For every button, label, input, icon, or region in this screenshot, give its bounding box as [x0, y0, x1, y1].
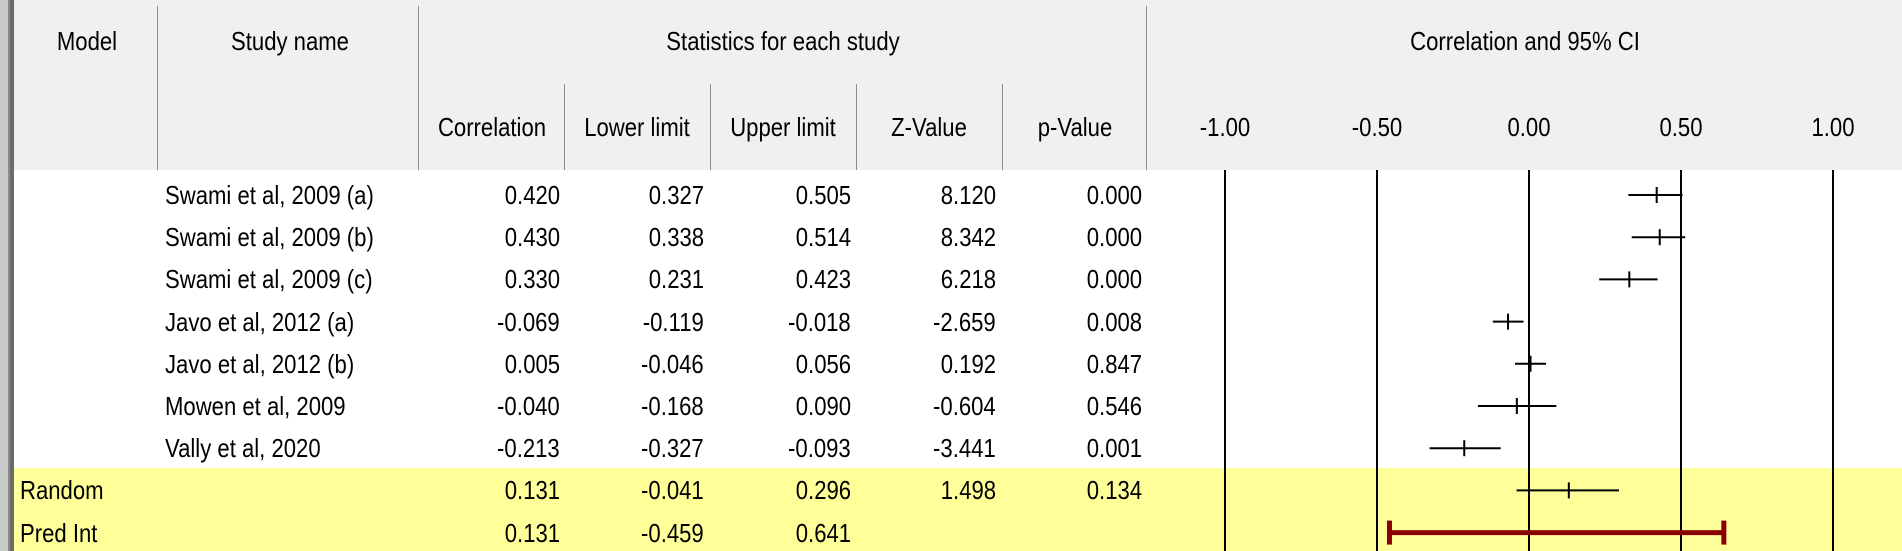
model-cell: Random [20, 475, 104, 506]
header-model: Model [56, 26, 118, 56]
study-name-cell: Javo et al, 2012 (a) [165, 306, 355, 337]
z-value-cell: 1.498 [940, 475, 996, 506]
table-header [14, 0, 1902, 170]
header-statistics-group: Statistics for each study [666, 26, 900, 56]
p-value-cell: 0.001 [1086, 433, 1142, 464]
lower-limit-cell: 0.327 [648, 180, 704, 210]
left-frame-inner-border [10, 0, 14, 551]
correlation-cell: 0.005 [504, 348, 560, 379]
header-divider [856, 84, 857, 170]
correlation-cell: 0.330 [504, 264, 560, 295]
lower-limit-cell: -0.168 [641, 391, 704, 421]
lower-limit-cell: -0.046 [641, 348, 704, 379]
p-value-cell: 0.134 [1086, 475, 1142, 506]
study-name-cell: Vally et al, 2020 [165, 433, 321, 464]
axis-tick-label: -0.50 [1351, 112, 1403, 142]
p-value-cell: 0.000 [1086, 264, 1142, 295]
model-cell: Pred Int [20, 517, 98, 548]
correlation-cell: 0.430 [504, 222, 560, 253]
p-value-cell: 0.008 [1086, 306, 1142, 337]
z-value-cell: 0.192 [940, 348, 996, 379]
z-value-cell: -0.604 [933, 391, 996, 421]
header-study-name: Study name [231, 26, 349, 56]
header-lower-limit: Lower limit [584, 112, 690, 142]
lower-limit-cell: 0.338 [648, 222, 704, 253]
correlation-cell: -0.040 [497, 391, 560, 421]
header-divider [157, 6, 158, 170]
axis-tick-label: -1.00 [1199, 112, 1251, 142]
header-divider [1002, 84, 1003, 170]
correlation-cell: 0.131 [504, 475, 560, 506]
upper-limit-cell: 0.505 [795, 180, 851, 210]
correlation-cell: -0.069 [497, 306, 560, 337]
header-divider [418, 6, 419, 170]
axis-tick-label: 0.50 [1659, 112, 1703, 142]
summary-row-highlight [14, 468, 1902, 510]
z-value-cell: -3.441 [933, 433, 996, 464]
upper-limit-cell: 0.090 [795, 391, 851, 421]
upper-limit-cell: 0.514 [795, 222, 851, 253]
upper-limit-cell: 0.296 [795, 475, 851, 506]
study-name-cell: Mowen et al, 2009 [165, 391, 346, 421]
header-p-value: p-Value [1037, 112, 1113, 142]
upper-limit-cell: 0.641 [795, 517, 851, 548]
z-value-cell: 8.342 [940, 222, 996, 253]
correlation-cell: 0.131 [504, 517, 560, 548]
header-divider [564, 84, 565, 170]
header-plot-group: Correlation and 95% CI [1410, 26, 1640, 56]
p-value-cell: 0.546 [1086, 391, 1142, 421]
lower-limit-cell: -0.119 [642, 306, 704, 337]
study-name-cell: Swami et al, 2009 (b) [165, 222, 374, 253]
z-value-cell: 6.218 [940, 264, 996, 295]
axis-tick-label: 1.00 [1811, 112, 1855, 142]
lower-limit-cell: -0.327 [641, 433, 704, 464]
header-divider [1146, 6, 1147, 170]
upper-limit-cell: 0.056 [795, 348, 851, 379]
study-name-cell: Swami et al, 2009 (c) [165, 264, 373, 295]
upper-limit-cell: -0.093 [788, 433, 851, 464]
axis-tick-label: 0.00 [1507, 112, 1551, 142]
p-value-cell: 0.000 [1086, 180, 1142, 210]
study-name-cell: Javo et al, 2012 (b) [165, 348, 355, 379]
left-frame-border [0, 0, 10, 551]
study-name-cell: Swami et al, 2009 (a) [165, 180, 374, 210]
correlation-cell: -0.213 [497, 433, 560, 464]
correlation-cell: 0.420 [504, 180, 560, 210]
header-z-value: Z-Value [891, 112, 967, 142]
p-value-cell: 0.000 [1086, 222, 1142, 253]
lower-limit-cell: -0.041 [641, 475, 704, 506]
p-value-cell: 0.847 [1086, 348, 1142, 379]
header-divider [710, 84, 711, 170]
z-value-cell: 8.120 [940, 180, 996, 210]
upper-limit-cell: -0.018 [788, 306, 851, 337]
lower-limit-cell: -0.459 [641, 517, 704, 548]
header-correlation: Correlation [437, 112, 547, 142]
header-upper-limit: Upper limit [730, 112, 836, 142]
lower-limit-cell: 0.231 [648, 264, 704, 295]
z-value-cell: -2.659 [933, 306, 996, 337]
upper-limit-cell: 0.423 [795, 264, 851, 295]
